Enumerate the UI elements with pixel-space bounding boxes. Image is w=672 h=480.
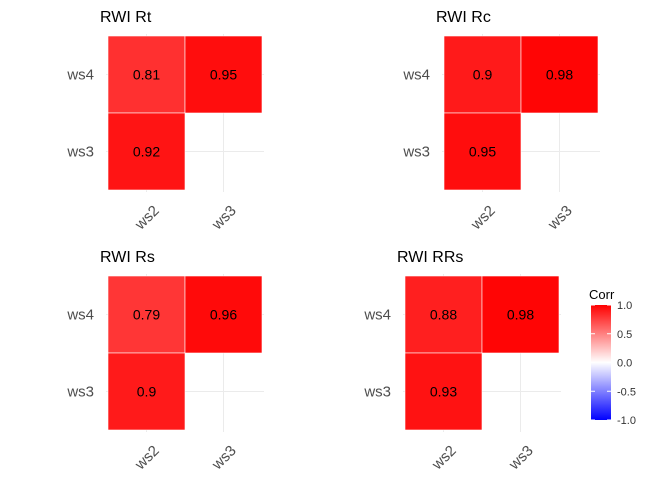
heatmap-cell [107, 35, 186, 114]
heatmap-cell [404, 352, 483, 431]
heatmap-cell [107, 352, 186, 431]
cell-value-label: 0.95 [210, 67, 237, 83]
x-tick-label: ws3 [208, 202, 240, 234]
heatmap-cell [184, 35, 263, 114]
y-tick-label: ws4 [363, 307, 391, 324]
y-tick-label: ws3 [402, 144, 430, 161]
x-tick-label: ws3 [208, 442, 240, 474]
panel-title: RWI RRs [397, 249, 463, 266]
x-tick-label: ws3 [544, 202, 576, 234]
legend-colorbar [591, 305, 611, 420]
y-tick-label: ws4 [402, 67, 430, 84]
cell-value-label: 0.88 [430, 307, 457, 323]
cell-value-label: 0.81 [133, 67, 160, 83]
x-tick-label: ws2 [428, 442, 460, 474]
heatmap-cell [443, 112, 522, 191]
legend-tick-label: 0.0 [617, 358, 632, 370]
x-tick-label: ws2 [131, 202, 163, 234]
heatmap-panel: 0.79 0.96 0.9 RWI Rs ws3 ws4 ws2 ws3 [66, 249, 264, 474]
cell-value-label: 0.79 [133, 307, 160, 323]
y-tick-label: ws3 [363, 384, 391, 401]
y-tick-label: ws4 [66, 307, 94, 324]
heatmap-panel: 0.81 0.95 0.92 RWI Rt ws3 ws4 ws2 ws3 [66, 9, 264, 234]
cell-value-label: 0.93 [430, 384, 457, 400]
x-tick-label: ws2 [131, 442, 163, 474]
heatmap-cell [107, 112, 186, 191]
heatmap-cell [481, 275, 560, 354]
heatmap-panel: 0.9 0.98 0.95 RWI Rc ws3 ws4 ws2 ws3 [402, 9, 600, 234]
panel-title: RWI Rc [436, 9, 491, 26]
heatmap-panel: 0.88 0.98 0.93 RWI RRs ws3 ws4 ws2 ws3 [363, 249, 561, 474]
heatmap-cell [184, 275, 263, 354]
cell-value-label: 0.98 [546, 67, 573, 83]
cell-value-label: 0.92 [133, 144, 160, 160]
cell-value-label: 0.98 [507, 307, 534, 323]
legend-tick-label: -0.5 [617, 386, 636, 398]
panel-title: RWI Rt [100, 9, 152, 26]
panel-title: RWI Rs [100, 249, 155, 266]
y-tick-label: ws3 [66, 384, 94, 401]
legend-title: Corr [589, 287, 615, 302]
x-tick-label: ws2 [467, 202, 499, 234]
cell-value-label: 0.9 [473, 67, 493, 83]
x-tick-label: ws3 [505, 442, 537, 474]
heatmap-cell [520, 35, 599, 114]
y-tick-label: ws4 [66, 67, 94, 84]
cell-value-label: 0.95 [469, 144, 496, 160]
cell-value-label: 0.96 [210, 307, 237, 323]
y-tick-label: ws3 [66, 144, 94, 161]
heatmap-cell [404, 275, 483, 354]
heatmap-cell [107, 275, 186, 354]
legend-tick-label: 0.5 [617, 329, 632, 341]
cell-value-label: 0.9 [137, 384, 157, 400]
legend-tick-label: -1.0 [617, 415, 636, 427]
legend-tick-label: 1.0 [617, 300, 632, 312]
